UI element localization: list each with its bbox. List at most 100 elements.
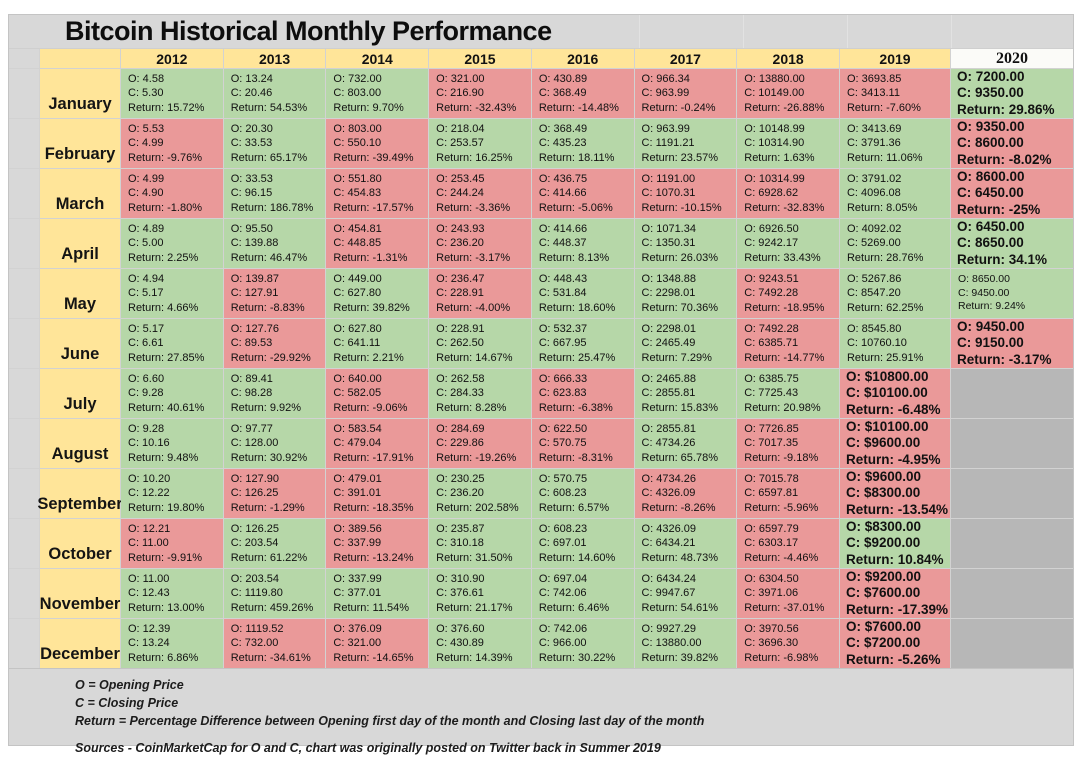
cell-november-2014: O: 337.99 C: 377.01 Return: 11.54% (326, 569, 429, 618)
return-value: Return: -1.31% (333, 251, 408, 264)
open-value: O: 126.25 (230, 522, 280, 535)
open-value: O: $10800.00 (845, 368, 929, 384)
open-value: O: 253.45 (436, 172, 485, 185)
return-value: Return: 54.61% (641, 601, 718, 614)
close-value: C: 742.06 (538, 587, 587, 600)
cell-march-2017: O: 1191.00 C: 1070.31 Return: -10.15% (634, 169, 737, 218)
open-value: O: 622.50 (538, 422, 588, 435)
open-value: O: 4.89 (128, 222, 165, 235)
open-value: O: 368.49 (538, 122, 588, 135)
open-value: O: 1071.34 (641, 222, 696, 235)
source-line: Sources - CoinMarketCap for O and C, cha… (75, 741, 661, 756)
cell-february-2012: O: 5.53 C: 4.99 Return: -9.76% (121, 119, 223, 168)
return-value: Return: 25.47% (538, 351, 616, 364)
open-value: O: 389.56 (333, 522, 382, 535)
return-value: Return: -32.43% (436, 101, 517, 114)
cell-june-2017: O: 2298.01 C: 2465.49 Return: 7.29% (634, 319, 737, 368)
close-value: C: $9200.00 (845, 535, 921, 551)
return-value: Return: 9.92% (230, 401, 302, 414)
cell-june-2019: O: 8545.80 C: 10760.10 Return: 25.91% (839, 319, 950, 368)
cell-october-2013: O: 126.25 C: 203.54 Return: 61.22% (223, 519, 326, 568)
return-value: Return: -9.76% (128, 151, 202, 164)
year-header-2019: 2019 (839, 49, 950, 68)
open-value: O: 6597.79 (744, 522, 799, 535)
return-value: Return: 6.86% (128, 651, 199, 664)
open-value: O: 551.80 (333, 172, 382, 185)
cell-july-2013: O: 89.41 C: 98.28 Return: 9.92% (223, 369, 326, 418)
close-value: C: 253.57 (436, 137, 484, 150)
cell-november-2020 (951, 569, 1073, 618)
year-header-2016: 2016 (531, 49, 634, 68)
open-value: O: 12.21 (128, 522, 171, 535)
cell-august-2012: O: 9.28 C: 10.16 Return: 9.48% (121, 419, 223, 468)
open-value: O: 13.24 (230, 72, 273, 85)
close-value: C: $7600.00 (845, 585, 921, 601)
open-value: O: 127.76 (230, 322, 280, 335)
cell-may-2017: O: 1348.88 C: 2298.01 Return: 70.36% (634, 269, 737, 318)
open-value: O: 666.33 (538, 372, 588, 385)
year-header-2014: 2014 (326, 49, 429, 68)
close-value: C: 139.88 (230, 237, 279, 250)
return-value: Return: -6.98% (744, 651, 819, 664)
cell-august-2020 (951, 419, 1073, 468)
open-value: O: 284.69 (436, 422, 485, 435)
close-value: C: 203.54 (230, 537, 279, 550)
return-value: Return: -9.18% (744, 451, 819, 464)
open-value: O: 7492.28 (744, 322, 799, 335)
return-value: Return: 40.61% (128, 401, 205, 414)
return-value: Return: 11.54% (333, 601, 410, 614)
cell-october-2017: O: 4326.09 C: 6434.21 Return: 48.73% (634, 519, 737, 568)
month-label-october: October (40, 519, 120, 568)
open-value: O: 1119.52 (230, 622, 284, 635)
open-value: O: 5267.86 (846, 272, 902, 285)
return-value: Return: -10.15% (641, 201, 722, 214)
open-value: O: 414.66 (538, 222, 588, 235)
return-value: Return: -8.02% (957, 151, 1052, 167)
cell-december-2013: O: 1119.52 C: 732.00 Return: -34.61% (223, 619, 326, 668)
open-value: O: 10314.99 (744, 172, 805, 185)
cell-september-2019: O: $9600.00 C: $8300.00 Return: -13.54% (839, 468, 950, 518)
return-value: Return: 186.78% (230, 201, 314, 214)
open-value: O: 11.00 (128, 572, 170, 585)
open-value: O: 376.60 (436, 622, 485, 635)
cell-june-2013: O: 127.76 C: 89.53 Return: -29.92% (223, 319, 326, 368)
close-value: C: $8300.00 (845, 485, 921, 501)
open-value: O: 3791.02 (846, 172, 902, 185)
cell-september-2018: O: 7015.78 C: 6597.81 Return: -5.96% (737, 469, 839, 518)
open-value: O: 963.99 (641, 122, 690, 135)
cell-may-2019: O: 5267.86 C: 8547.20 Return: 62.25% (839, 269, 950, 318)
close-value: C: 128.00 (230, 437, 279, 450)
open-value: O: 448.43 (538, 272, 588, 285)
close-value: C: 321.00 (333, 637, 382, 650)
cell-august-2015: O: 284.69 C: 229.86 Return: -19.26% (429, 419, 531, 468)
return-value: Return: -4.95% (845, 451, 941, 467)
cell-september-2016: O: 570.75 C: 608.23 Return: 6.57% (531, 469, 634, 518)
cell-january-2015: O: 321.00 C: 216.90 Return: -32.43% (429, 69, 531, 118)
close-value: C: 7017.35 (744, 437, 799, 450)
return-value: Return: -8.31% (538, 451, 613, 464)
close-value: C: 1350.31 (641, 237, 696, 250)
open-value: O: 8650.00 (958, 273, 1010, 286)
cell-march-2019: O: 3791.02 C: 4096.08 Return: 8.05% (839, 169, 950, 218)
cell-february-2015: O: 218.04 C: 253.57 Return: 16.25% (429, 119, 531, 168)
open-value: O: 10.20 (128, 472, 171, 485)
row-strip-march (9, 169, 39, 218)
close-value: C: 3791.36 (846, 137, 901, 150)
return-value: Return: 70.36% (641, 301, 718, 314)
open-value: O: 203.54 (230, 572, 280, 585)
close-value: C: $10100.00 (845, 385, 928, 401)
return-value: Return: -17.57% (333, 201, 414, 214)
return-value: Return: 1.63% (744, 151, 815, 164)
title-row: Bitcoin Historical Monthly Performance (9, 15, 1073, 49)
cell-march-2015: O: 253.45 C: 244.24 Return: -3.36% (429, 169, 531, 218)
return-value: Return: 65.78% (641, 451, 718, 464)
open-value: O: $9600.00 (845, 468, 922, 484)
open-value: O: 9927.29 (641, 622, 696, 635)
return-value: Return: -13.24% (333, 551, 414, 564)
page-title: Bitcoin Historical Monthly Performance (65, 16, 552, 46)
return-value: Return: -1.29% (230, 501, 305, 514)
close-value: C: 430.89 (436, 637, 484, 650)
close-value: C: 6928.62 (744, 187, 799, 200)
close-value: C: 623.83 (538, 387, 587, 400)
close-value: C: 667.95 (538, 337, 587, 350)
